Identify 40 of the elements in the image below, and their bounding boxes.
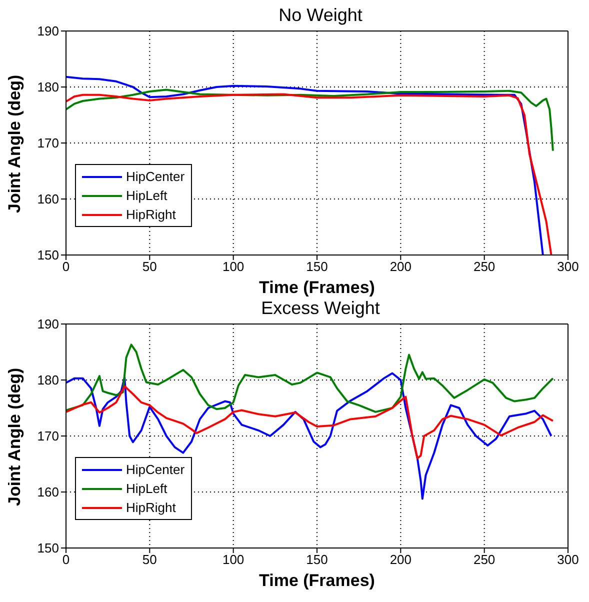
y-tick-label: 150 [37, 540, 59, 556]
legend-label: HipLeft [126, 481, 168, 496]
x-tick-label: 150 [306, 259, 328, 274]
y-tick-label: 190 [37, 316, 59, 332]
legend-label: HipLeft [126, 188, 168, 203]
y-axis-title: Joint Angle (deg) [5, 74, 24, 213]
x-tick-label: 150 [306, 552, 328, 568]
line-series [66, 344, 554, 413]
chart-title: Excess Weight [261, 298, 380, 318]
legend-label: HipCenter [126, 462, 185, 477]
x-tick-label: 0 [62, 552, 70, 568]
y-tick-label: 190 [37, 24, 59, 39]
line-series [66, 88, 554, 152]
x-tick-label: 300 [557, 259, 579, 274]
legend-label: HipCenter [126, 169, 185, 184]
line-series [66, 372, 552, 500]
legend-label: HipRight [126, 500, 176, 515]
x-axis-title: Time (Frames) [259, 571, 375, 590]
y-tick-label: 170 [37, 136, 59, 151]
x-axis-title: Time (Frames) [259, 278, 375, 297]
x-tick-label: 100 [222, 259, 244, 274]
x-tick-label: 100 [222, 552, 244, 568]
x-tick-label: 50 [142, 552, 157, 568]
x-tick-label: 200 [390, 552, 412, 568]
x-tick-label: 0 [62, 259, 70, 274]
x-tick-label: 300 [557, 552, 579, 568]
y-tick-label: 180 [37, 372, 59, 388]
x-tick-label: 200 [390, 259, 412, 274]
y-axis-title: Joint Angle (deg) [5, 368, 24, 506]
chart-title: No Weight [278, 5, 362, 25]
legend-label: HipRight [126, 207, 176, 222]
x-tick-label: 250 [473, 259, 496, 274]
y-tick-label: 160 [37, 192, 59, 207]
y-tick-label: 160 [37, 484, 59, 500]
x-tick-label: 250 [473, 552, 496, 568]
y-tick-label: 180 [37, 80, 59, 95]
y-tick-label: 170 [37, 428, 59, 444]
y-tick-label: 150 [37, 248, 59, 263]
x-tick-label: 50 [142, 259, 157, 274]
line-series [66, 385, 554, 460]
